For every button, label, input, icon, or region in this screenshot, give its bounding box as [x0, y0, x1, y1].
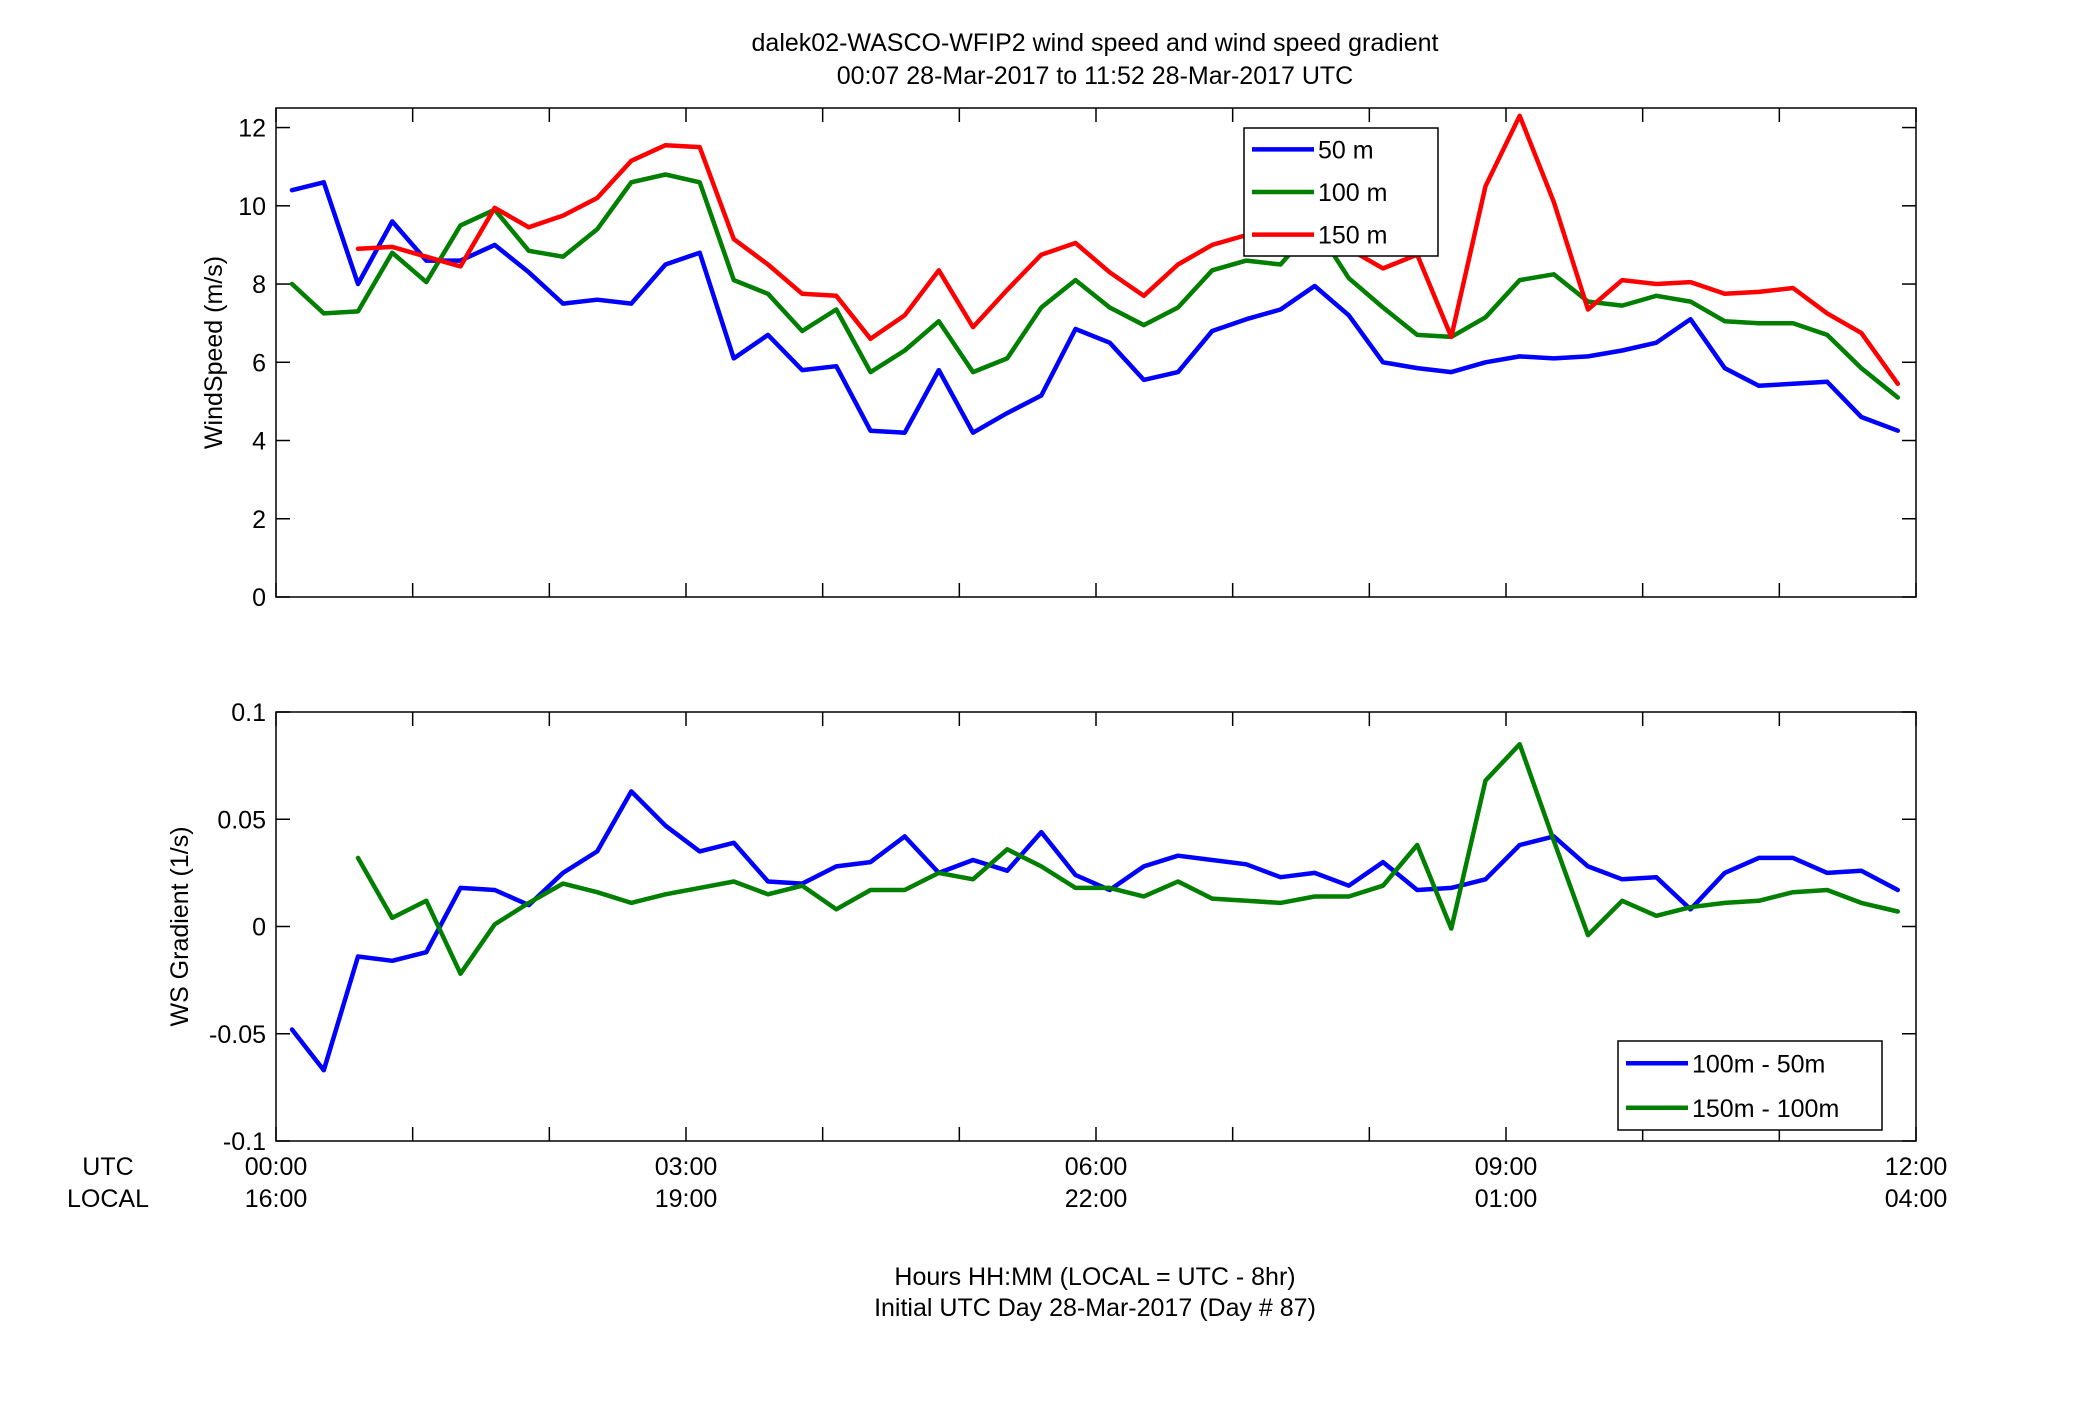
top-plot: 0 2 4 6 8 10 12 WindSpeed (m/s) 50 m 100 m 150 m [200, 107, 1917, 612]
y-tick-label: 12 [238, 115, 266, 143]
y-tick-label: 8 [252, 271, 266, 299]
series-line-100m-50m [289, 789, 1901, 1073]
x-axis-label-line1: Hours HH:MM (LOCAL = UTC - 8hr) [894, 1263, 1295, 1291]
legend: 100m - 50m 150m - 100m [1617, 1040, 1883, 1131]
chart-title-line1: dalek02-WASCO-WFIP2 wind speed and wind … [752, 29, 1439, 57]
x-tick-labels: 00:00 03:00 06:00 09:00 12:00 16:00 19:00 22:00… [245, 1153, 1948, 1213]
legend-box [1617, 1040, 1883, 1131]
local-row-label: LOCAL [67, 1185, 149, 1213]
x-tick-label-utc: 09:00 [1475, 1153, 1538, 1181]
legend-label-150m-100m: 150m - 100m [1692, 1095, 1839, 1123]
legend-label-50-m: 50 m [1318, 136, 1374, 164]
x-tick-label-utc: 03:00 [655, 1153, 718, 1181]
x-tick-label-local: 16:00 [245, 1185, 308, 1213]
x-tick-label-utc: 12:00 [1885, 1153, 1948, 1181]
y-tick-label: 0 [252, 584, 266, 612]
x-tick-label-utc: 00:00 [245, 1153, 308, 1181]
x-tick-label-local: 22:00 [1065, 1185, 1128, 1213]
y-tick-label: 2 [252, 506, 266, 534]
y-axis-label: WindSpeed (m/s) [200, 256, 228, 449]
bottom-plot: -0.1 -0.05 0 0.05 0.1 WS Gradient (1/s) 100m -… [166, 699, 1917, 1156]
legend: 50 m 100 m 150 m [1243, 127, 1439, 257]
series-line-50-m [289, 180, 1901, 435]
x-tick-label-local: 01:00 [1475, 1185, 1538, 1213]
x-tick-label-local: 19:00 [655, 1185, 718, 1213]
chart-title-line2: 00:07 28-Mar-2017 to 11:52 28-Mar-2017 U… [837, 62, 1353, 90]
y-tick-label: 0.1 [231, 699, 266, 727]
x-tick-label-local: 04:00 [1885, 1185, 1948, 1213]
y-tick-label: 4 [252, 428, 266, 456]
y-tick-label: 0 [252, 914, 266, 942]
legend-label-100-m: 100 m [1318, 179, 1387, 207]
series-line-150m-100m [355, 741, 1901, 976]
legend-label-150-m: 150 m [1318, 222, 1387, 250]
x-tick-label-utc: 06:00 [1065, 1153, 1128, 1181]
legend-label-100m-50m: 100m - 50m [1692, 1050, 1825, 1078]
series-line-100-m [289, 172, 1901, 400]
y-tick-label: -0.05 [209, 1021, 266, 1049]
y-tick-label: 6 [252, 349, 266, 377]
utc-row-label: UTC [82, 1153, 133, 1181]
y-tick-label: 10 [238, 193, 266, 221]
y-tick-label: -0.1 [223, 1128, 266, 1156]
series-line-150-m [355, 113, 1901, 387]
y-tick-label: 0.05 [217, 806, 266, 834]
y-axis-label: WS Gradient (1/s) [166, 826, 194, 1026]
x-axis-label-line2: Initial UTC Day 28-Mar-2017 (Day # 87) [874, 1294, 1316, 1322]
